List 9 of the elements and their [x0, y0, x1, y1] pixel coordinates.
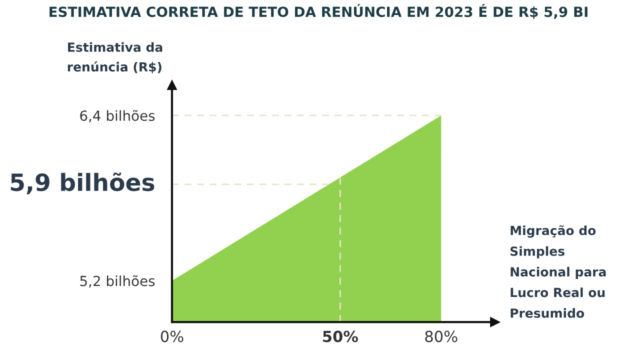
chart-title: ESTIMATIVA CORRETA DE TETO DA RENÚNCIA EM 2023 É DE R$ 5,9 BI	[50, 4, 588, 19]
x-tick-label: 80%	[425, 330, 458, 342]
y-axis-title: Estimativa da renúncia (R$)	[68, 42, 162, 74]
ref-line-label: 5,9 bilhões	[10, 172, 154, 194]
x-axis-title: Migração do Simples Nacional para Lucro Real ou Presumido	[510, 225, 606, 318]
x-tick-label: 0%	[160, 330, 184, 342]
y-tick-label: 6,4 bilhões	[80, 110, 155, 122]
y-tick-label: 5,2 bilhões	[80, 275, 155, 288]
x-tick-label: 50%	[323, 330, 358, 342]
